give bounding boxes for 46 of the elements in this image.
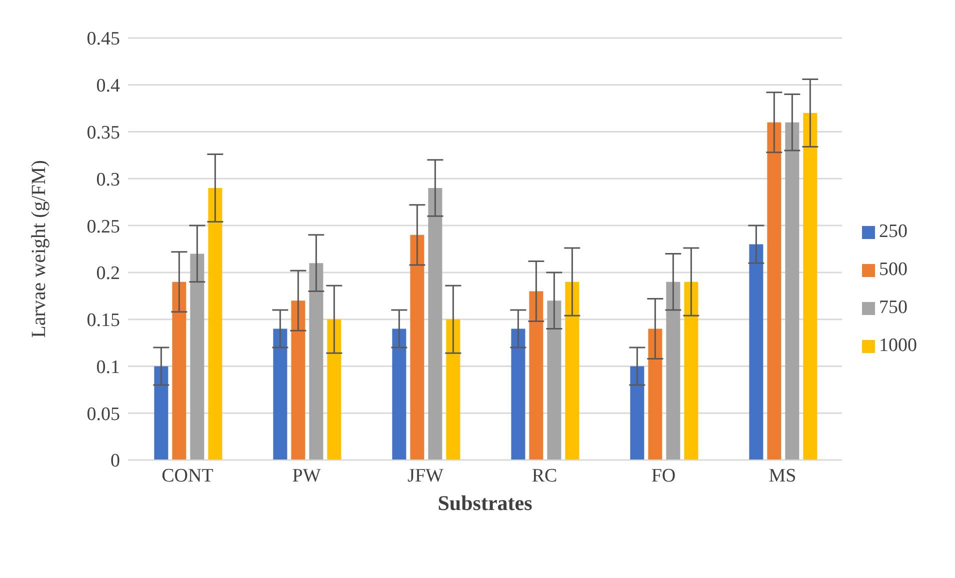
- bar: [208, 188, 222, 460]
- bar: [511, 328, 526, 460]
- y-tick-label: 0.45: [86, 28, 120, 50]
- bar: [666, 282, 680, 460]
- bar: [309, 263, 324, 460]
- legend-label: 500: [879, 259, 908, 280]
- y-tick-label: 0.25: [86, 216, 120, 238]
- bar: [529, 291, 544, 460]
- bar: [684, 282, 698, 460]
- y-tick-label: 0.3: [96, 169, 120, 190]
- x-tick-label: FO: [651, 465, 676, 486]
- y-tick-label: 0.4: [96, 76, 120, 97]
- bar: [547, 300, 562, 460]
- bar: [767, 122, 782, 460]
- bar: [803, 113, 818, 460]
- x-tick-label: MS: [768, 465, 796, 486]
- legend-label: 250: [879, 221, 908, 242]
- x-tick-label: PW: [292, 465, 321, 486]
- y-tick-label: 0.35: [86, 122, 120, 144]
- bar: [410, 234, 424, 460]
- bar: [392, 328, 406, 460]
- legend-label: 750: [879, 297, 908, 318]
- y-axis-title: Larvae weight (g/FM): [28, 160, 50, 338]
- bar: [630, 366, 644, 460]
- legend-label: 1000: [879, 335, 917, 356]
- x-tick-label: RC: [532, 465, 558, 486]
- y-tick-label: 0.2: [96, 263, 120, 284]
- bar: [273, 328, 288, 460]
- bar: [327, 319, 342, 460]
- y-tick-label: 0.05: [86, 404, 120, 425]
- y-tick-label: 0.1: [96, 356, 120, 378]
- bar: [785, 122, 800, 460]
- x-tick-label: CONT: [162, 465, 214, 486]
- bar: [749, 244, 764, 460]
- bar: [446, 319, 460, 460]
- bar: [565, 282, 580, 460]
- bar: [648, 328, 662, 460]
- x-tick-label: JFW: [408, 465, 444, 486]
- y-tick-label: 0.15: [86, 310, 120, 332]
- bar: [154, 366, 168, 460]
- bar: [172, 282, 186, 460]
- bar: [428, 188, 442, 460]
- bar: [291, 300, 306, 460]
- bar: [190, 254, 204, 460]
- x-axis-title: Substrates: [438, 491, 532, 515]
- y-tick-label: 0: [110, 450, 120, 472]
